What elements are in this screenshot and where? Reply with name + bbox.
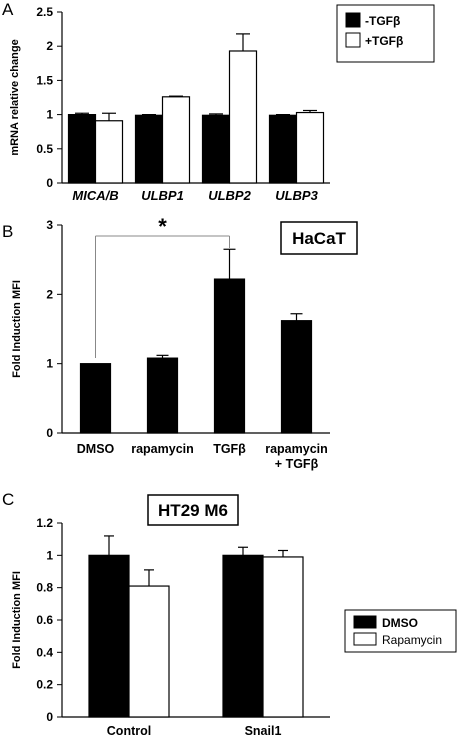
bar bbox=[128, 585, 170, 718]
bar bbox=[94, 120, 124, 184]
bar bbox=[134, 114, 164, 184]
y-tick-label: 0.2 bbox=[36, 678, 53, 692]
y-tick-label: 2.5 bbox=[36, 5, 53, 19]
panel-a: A 0 0.5 1 1.5 2 2.5 mRNA relative change MICA/B… bbox=[0, 0, 474, 210]
y-tick-label: 2 bbox=[46, 39, 53, 53]
cell-line-label: HaCaT bbox=[292, 229, 346, 248]
legend-label: +TGFβ bbox=[365, 34, 403, 48]
x-category-label: rapamycin + TGFβ bbox=[265, 442, 328, 471]
y-tick-label: 1.5 bbox=[36, 73, 53, 87]
bar bbox=[213, 278, 246, 434]
panel-c: C 0 0.2 0.4 0.6 0.8 1 1.2 Fold Induction MFI Con… bbox=[0, 490, 474, 740]
chart-a: 0 0.5 1 1.5 2 2.5 mRNA relative change MICA/B UL… bbox=[9, 4, 435, 203]
x-category-label: rapamycin bbox=[131, 442, 194, 456]
bar bbox=[228, 50, 258, 184]
legend-label: DMSO bbox=[382, 616, 418, 630]
x-category-label: MICA/B bbox=[72, 188, 118, 203]
x-category-label: TGFβ bbox=[213, 442, 246, 456]
legend-swatch bbox=[345, 32, 361, 48]
cell-line-label: HT29 M6 bbox=[158, 501, 228, 520]
y-tick-label: 1.2 bbox=[36, 516, 53, 530]
x-category-label: DMSO bbox=[77, 442, 115, 456]
bar bbox=[222, 554, 264, 718]
panel-label-c: C bbox=[2, 490, 15, 509]
panel-b: B 0 1 2 3 Fold Induction MFI DMSO rapamycin TGF… bbox=[0, 210, 474, 490]
bar bbox=[268, 114, 298, 184]
chart-b: 0 1 2 3 Fold Induction MFI DMSO rapamycin TGFβ r… bbox=[11, 214, 358, 471]
y-tick-label: 0.5 bbox=[36, 142, 53, 156]
bar bbox=[161, 96, 191, 184]
bar bbox=[79, 363, 112, 434]
y-tick-label: 3 bbox=[46, 218, 53, 232]
y-axis-label: Fold Induction MFI bbox=[11, 280, 23, 378]
x-category-label: ULBP3 bbox=[275, 188, 318, 203]
bar bbox=[280, 320, 313, 434]
bar bbox=[262, 556, 304, 718]
y-tick-label: 0.8 bbox=[36, 581, 53, 595]
cell-line-box bbox=[280, 221, 358, 255]
legend-label: Rapamycin bbox=[382, 633, 442, 647]
y-tick-label: 1 bbox=[46, 108, 53, 122]
y-axis-label: mRNA relative change bbox=[9, 39, 21, 155]
legend-label: -TGFβ bbox=[365, 14, 400, 28]
bar bbox=[295, 111, 325, 184]
y-tick-label: 1 bbox=[46, 548, 53, 562]
y-tick-label: 0 bbox=[46, 426, 53, 440]
y-tick-label: 0 bbox=[46, 176, 53, 190]
x-category-label: ULBP1 bbox=[141, 188, 184, 203]
y-tick-label: 1 bbox=[46, 357, 53, 371]
chart-c: 0 0.2 0.4 0.6 0.8 1 1.2 Fold Induction MFI Contr… bbox=[11, 494, 457, 738]
bar bbox=[146, 357, 179, 434]
y-tick-label: 2 bbox=[46, 287, 53, 301]
legend-swatch bbox=[345, 12, 361, 28]
bar bbox=[88, 554, 130, 718]
x-category-label: Control bbox=[107, 724, 151, 738]
y-tick-label: 0.4 bbox=[36, 645, 53, 659]
bar bbox=[201, 114, 231, 184]
cell-line-box bbox=[147, 494, 239, 526]
panel-label-b: B bbox=[2, 222, 14, 241]
significance-asterisk: * bbox=[158, 214, 167, 239]
panel-label-a: A bbox=[2, 0, 14, 19]
x-category-label: Snail1 bbox=[245, 724, 282, 738]
y-tick-label: 0.6 bbox=[36, 613, 53, 627]
bar bbox=[67, 113, 97, 184]
y-tick-label: 0 bbox=[46, 710, 53, 724]
legend-swatch bbox=[353, 632, 377, 646]
legend-swatch bbox=[353, 615, 377, 629]
y-axis-label: Fold Induction MFI bbox=[11, 571, 23, 669]
x-category-label: ULBP2 bbox=[208, 188, 251, 203]
